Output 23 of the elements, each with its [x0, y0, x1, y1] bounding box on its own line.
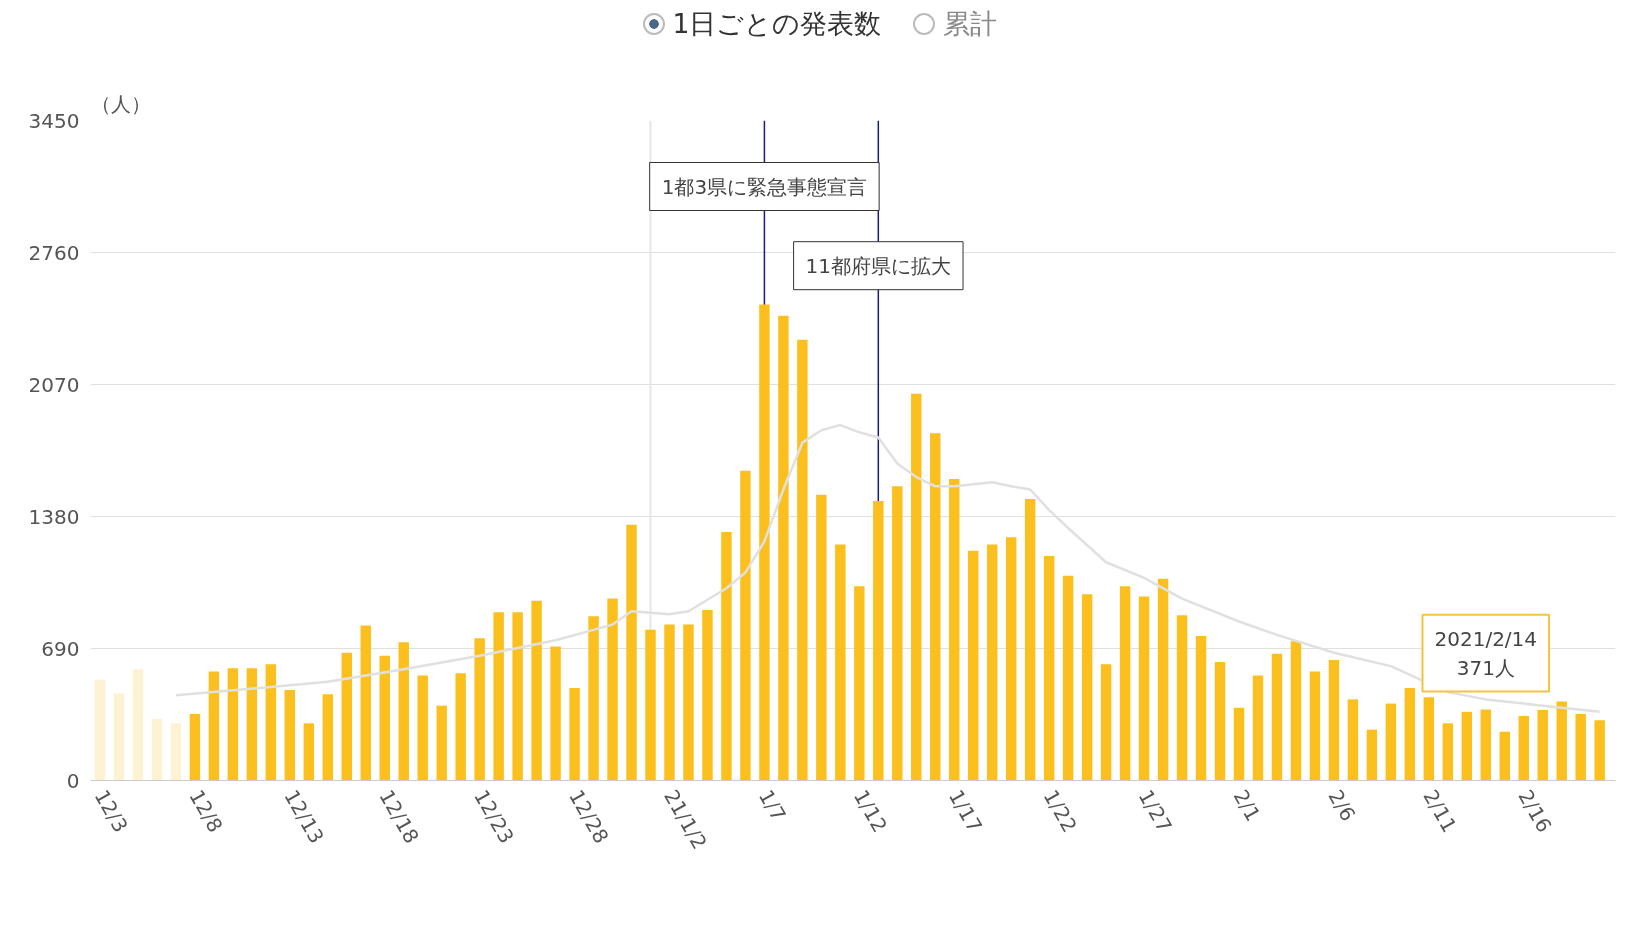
annotation: 2021/2/14 371人: [1434, 626, 1538, 680]
x-tick-label: 1/27: [1133, 785, 1177, 837]
x-tick-label: 2/16: [1513, 785, 1557, 837]
ref-line-label: 1都3県に緊急事態宣言: [661, 174, 868, 199]
y-axis-title: （人）: [90, 91, 151, 116]
x-tick-label: 2/1: [1228, 785, 1266, 826]
text: 1日ごとの発表数: [671, 7, 882, 41]
y-tick-label: 1380: [28, 504, 80, 529]
y-tick-label: 690: [41, 636, 80, 661]
y-tick-label: 3450: [28, 108, 80, 133]
y-tick-label: 0: [66, 768, 80, 793]
x-tick-label: 2/11: [1418, 785, 1462, 837]
x-tick-label: 1/7: [754, 785, 791, 826]
x-tick-label: 12/8: [184, 785, 228, 837]
y-tick-label: 2070: [28, 372, 80, 397]
text: 累計: [942, 7, 998, 41]
x-tick-label: 1/22: [1038, 785, 1082, 837]
x-tick-label: 1/17: [943, 785, 988, 837]
x-tick-label: 1/12: [848, 785, 893, 837]
x-tick-label: 12/3: [89, 785, 133, 837]
ref-line-label: 11都府県に拡大: [805, 253, 952, 278]
y-tick-label: 2760: [28, 240, 80, 265]
x-tick-label: 2/6: [1323, 785, 1361, 826]
